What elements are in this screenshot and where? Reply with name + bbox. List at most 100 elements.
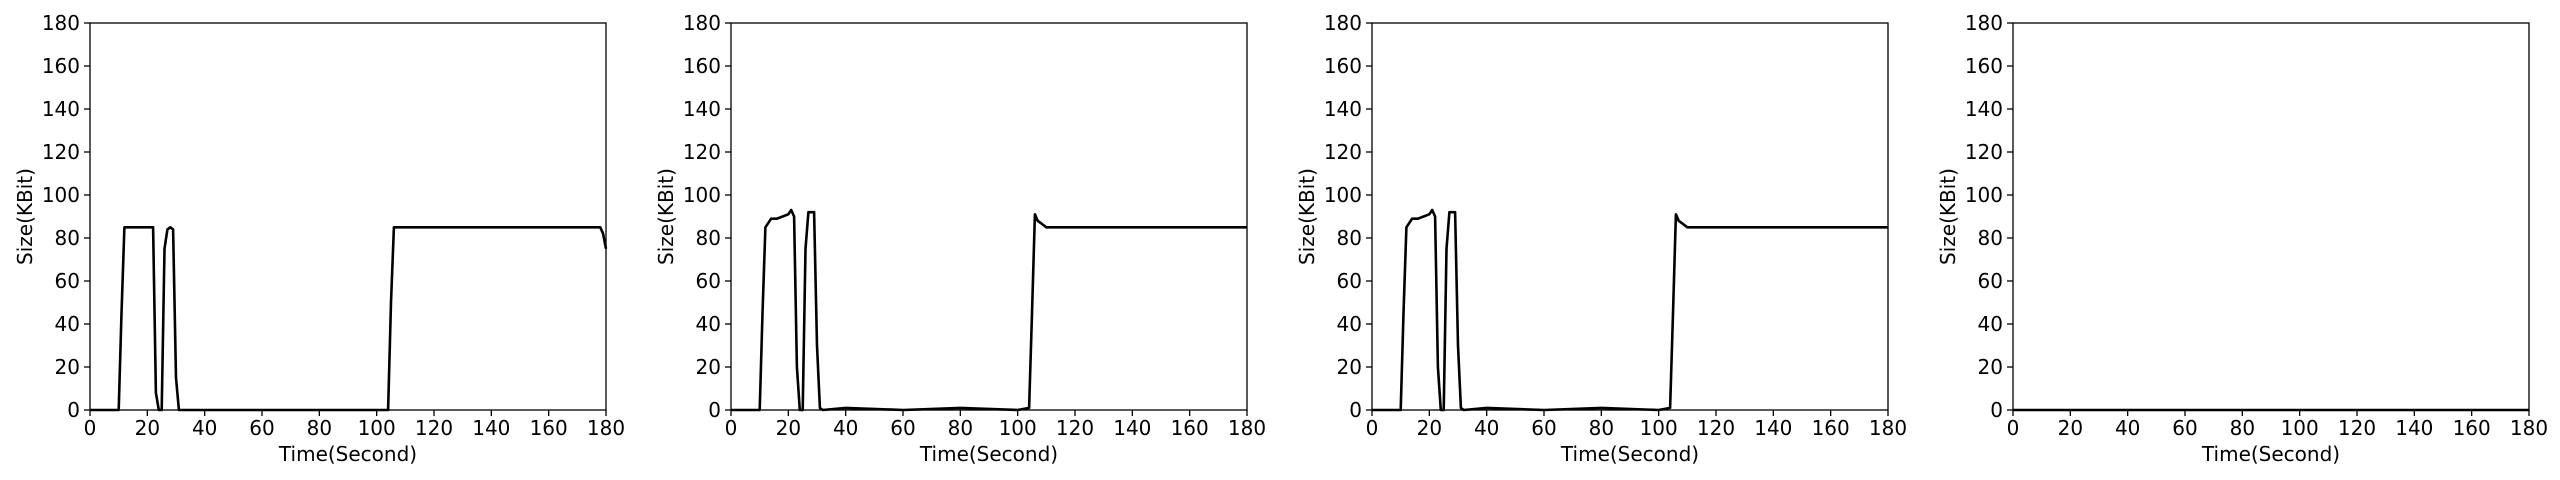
y-tick-label: 120 [1965,140,2003,164]
y-tick-label: 120 [1324,140,1362,164]
x-tick-label: 60 [2172,416,2197,440]
x-tick-label: 20 [776,416,801,440]
x-tick-label: 160 [1171,416,1209,440]
x-tick-label: 120 [2338,416,2376,440]
y-axis-label: Size(KBit) [654,168,678,265]
x-tick-label: 0 [725,416,738,440]
y-tick-label: 160 [1324,54,1362,78]
x-tick-label: 120 [415,416,453,440]
x-tick-label: 80 [2230,416,2255,440]
y-tick-label: 0 [708,398,721,422]
x-tick-label: 20 [2058,416,2083,440]
y-axis-label: Size(KBit) [1295,168,1319,265]
y-axis-label: Size(KBit) [1936,168,1960,265]
x-tick-label: 100 [1640,416,1678,440]
x-tick-label: 160 [530,416,568,440]
y-tick-label: 160 [42,54,80,78]
x-tick-label: 40 [1474,416,1499,440]
y-tick-label: 100 [1324,183,1362,207]
chart-panel-1: 0 20 40 60 80 100 120 140 160 180 0 20 40 60 80 100 120 1… [13,11,625,466]
plot-frame [730,22,1248,411]
x-tick-label: 140 [1113,416,1151,440]
y-tick-label: 180 [42,11,80,35]
x-tick-label: 40 [192,416,217,440]
x-axis-label: Time(Second) [919,442,1058,466]
x-tick-label: 180 [1869,416,1907,440]
y-tick-label: 80 [1337,226,1362,250]
x-axis-label: Time(Second) [1560,442,1699,466]
x-tick-label: 20 [135,416,160,440]
y-tick-label: 180 [683,11,721,35]
y-tick-label: 40 [1978,312,2003,336]
y-tick-label: 120 [683,140,721,164]
y-tick-label: 20 [1978,355,2003,379]
plot-frame [2012,22,2530,411]
chart-panel-2: 0 20 40 60 80 100 120 140 160 180 0 20 40 60 80 100 120 1… [654,11,1266,466]
x-tick-label: 100 [2281,416,2319,440]
x-tick-label: 180 [1228,416,1266,440]
y-tick-label: 140 [683,97,721,121]
series-line-1 [731,208,1247,412]
y-tick-label: 60 [1978,269,2003,293]
y-tick-label: 120 [42,140,80,164]
x-tick-label: 100 [358,416,396,440]
y-tick-label: 0 [1349,398,1362,422]
x-tick-label: 120 [1697,416,1735,440]
chart-panel-4: 0 20 40 60 80 100 120 140 160 180 0 20 40 60 80 100 120 1… [1936,11,2548,466]
y-tick-label: 60 [696,269,721,293]
x-tick-label: 80 [948,416,973,440]
y-tick-label: 20 [55,355,80,379]
y-tick-label: 0 [1990,398,2003,422]
x-tick-label: 20 [1417,416,1442,440]
y-tick-label: 180 [1965,11,2003,35]
x-tick-label: 120 [1056,416,1094,440]
y-tick-label: 140 [42,97,80,121]
y-tick-label: 100 [1965,183,2003,207]
y-tick-label: 80 [1978,226,2003,250]
x-tick-label: 40 [2115,416,2140,440]
x-axis-label: Time(Second) [2201,442,2340,466]
x-axis-label: Time(Second) [278,442,417,466]
plot-frame [89,22,607,411]
y-tick-label: 100 [42,183,80,207]
y-tick-label: 40 [55,312,80,336]
y-tick-label: 80 [55,226,80,250]
y-tick-label: 40 [1337,312,1362,336]
y-axis-label: Size(KBit) [13,168,37,265]
y-tick-label: 0 [67,398,80,422]
series-line-1 [1372,208,1888,412]
plot-frame [1371,22,1889,411]
y-tick-label: 80 [696,226,721,250]
y-tick-label: 20 [696,355,721,379]
y-tick-label: 140 [1324,97,1362,121]
x-tick-label: 160 [2453,416,2491,440]
y-tick-label: 60 [55,269,80,293]
y-tick-label: 40 [696,312,721,336]
y-tick-label: 160 [683,54,721,78]
y-tick-label: 20 [1337,355,1362,379]
x-tick-label: 40 [833,416,858,440]
x-tick-label: 140 [472,416,510,440]
x-tick-label: 140 [1754,416,1792,440]
y-tick-label: 100 [683,183,721,207]
x-tick-label: 180 [587,416,625,440]
x-tick-label: 60 [890,416,915,440]
x-tick-label: 0 [2007,416,2020,440]
x-tick-label: 60 [1531,416,1556,440]
x-tick-label: 160 [1812,416,1850,440]
x-tick-label: 80 [307,416,332,440]
x-tick-label: 140 [2395,416,2433,440]
chart-panel-3: 0 20 40 60 80 100 120 140 160 180 0 20 40 60 80 100 120 1… [1295,11,1907,466]
x-tick-label: 80 [1589,416,1614,440]
x-tick-label: 100 [999,416,1037,440]
series-line-1 [90,226,608,412]
x-tick-label: 0 [1366,416,1379,440]
x-tick-label: 60 [249,416,274,440]
y-tick-label: 160 [1965,54,2003,78]
x-tick-label: 0 [84,416,97,440]
y-tick-label: 140 [1965,97,2003,121]
x-tick-label: 180 [2510,416,2548,440]
y-tick-label: 60 [1337,269,1362,293]
y-tick-label: 180 [1324,11,1362,35]
